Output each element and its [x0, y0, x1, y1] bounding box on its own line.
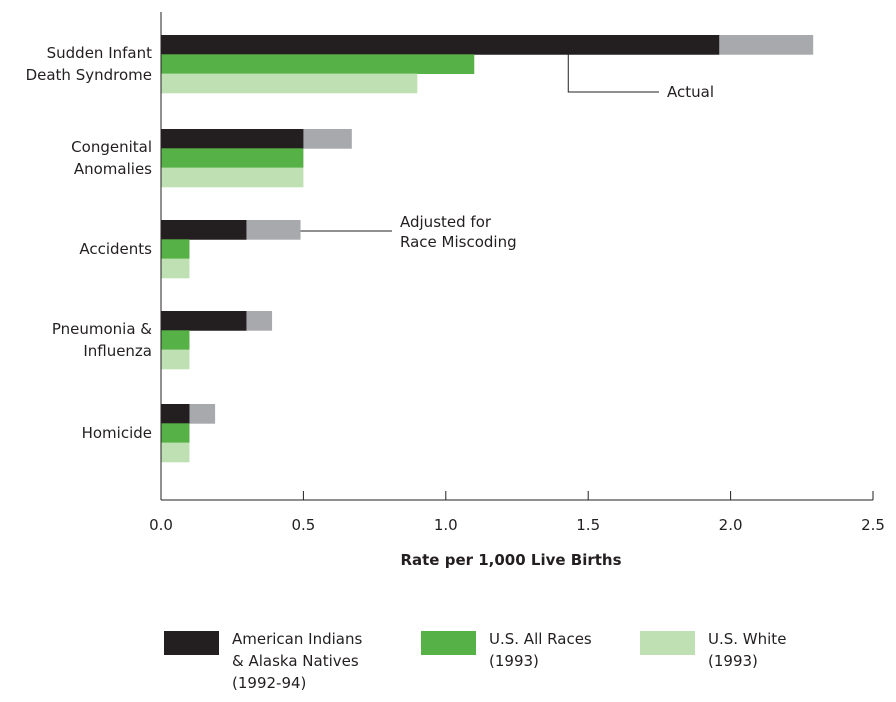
- bar: [161, 220, 247, 240]
- bar: [161, 35, 720, 55]
- category-label: Homicide: [81, 423, 152, 442]
- x-tick-label: 2.5: [861, 516, 885, 534]
- legend-label: U.S. White (1993): [708, 630, 787, 670]
- legend-swatch: [164, 631, 219, 655]
- category-label: Death Syndrome: [25, 65, 152, 84]
- bar: [161, 442, 190, 463]
- x-tick-label: 2.0: [719, 516, 743, 534]
- bar: [161, 129, 304, 149]
- annotation-leader-line: [567, 54, 659, 93]
- x-axis-label: Rate per 1,000 Live Births: [400, 551, 622, 569]
- legend-label: American Indians & Alaska Natives (1992-94…: [232, 630, 363, 692]
- legend-swatch: [421, 631, 476, 655]
- bar: [161, 349, 190, 370]
- x-tick-label: 0.5: [291, 516, 315, 534]
- bar: [161, 167, 304, 188]
- x-tick-label: 0.0: [149, 516, 173, 534]
- bar: [161, 330, 190, 350]
- category-label: Congenital: [71, 137, 152, 156]
- annotation-label: Adjusted for: [400, 213, 492, 231]
- bar: [161, 258, 190, 279]
- legend-swatch: [640, 631, 695, 655]
- bar: [161, 404, 190, 424]
- bar: [161, 239, 190, 259]
- category-label: Sudden Infant: [46, 43, 152, 62]
- category-label: Anomalies: [73, 159, 152, 178]
- category-label: Influenza: [83, 341, 152, 360]
- bar: [161, 423, 190, 443]
- legend-label: U.S. All Races (1993): [489, 630, 592, 670]
- annotation-label: Race Miscoding: [400, 233, 517, 251]
- x-tick-label: 1.0: [434, 516, 458, 534]
- category-label: Accidents: [79, 239, 152, 258]
- x-tick-label: 1.5: [576, 516, 600, 534]
- category-label: Pneumonia &: [51, 319, 152, 338]
- bar: [161, 311, 247, 331]
- bar: [161, 73, 418, 94]
- bar: [161, 148, 304, 168]
- annotation-label: Actual: [667, 83, 714, 101]
- bar: [161, 54, 475, 74]
